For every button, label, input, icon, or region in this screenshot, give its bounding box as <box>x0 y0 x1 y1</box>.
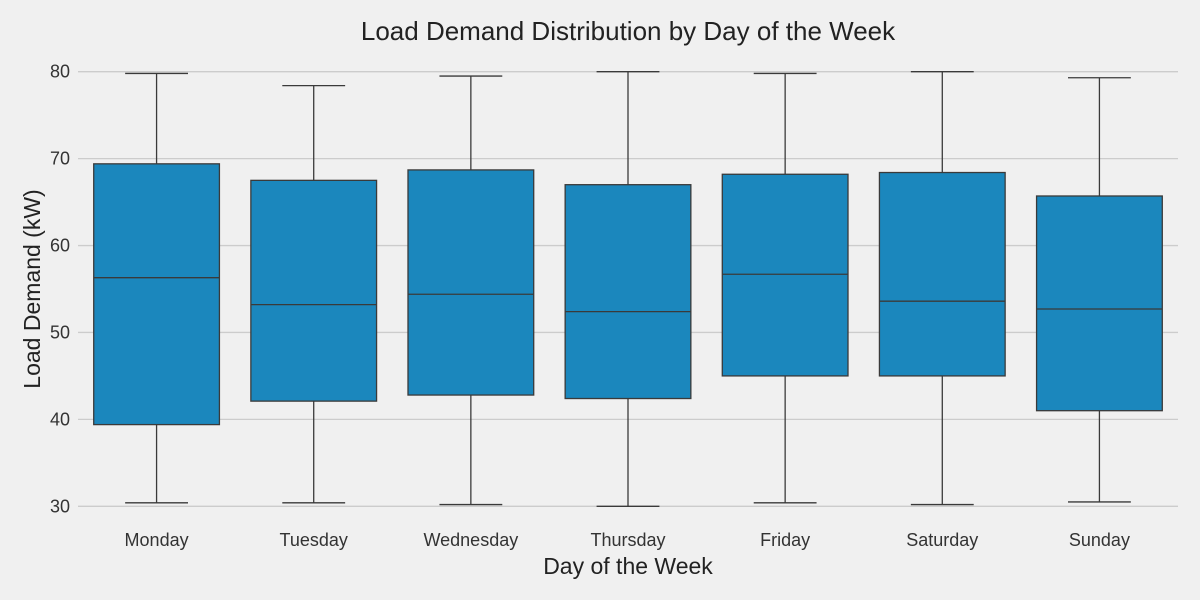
box-saturday <box>878 71 1006 506</box>
chart-title: Load Demand Distribution by Day of the W… <box>361 16 896 46</box>
box-iqr <box>564 184 692 400</box>
x-tick-label: Sunday <box>1069 530 1130 550</box>
y-tick-label: 70 <box>50 149 70 169</box>
box-iqr <box>721 173 849 377</box>
y-axis-label: Load Demand (kW) <box>19 189 45 388</box>
box-tuesday <box>250 84 378 504</box>
y-tick-label: 30 <box>50 496 70 516</box>
box-iqr <box>407 169 535 396</box>
x-tick-label: Thursday <box>590 530 665 550</box>
box-friday <box>721 72 849 504</box>
box-iqr <box>1035 195 1163 412</box>
x-tick-label: Monday <box>125 530 189 550</box>
x-tick-label: Saturday <box>906 530 978 550</box>
y-tick-label: 40 <box>50 409 70 429</box>
box-wednesday <box>407 75 535 506</box>
y-tick-label: 60 <box>50 236 70 256</box>
box-thursday <box>564 71 692 507</box>
box-sunday <box>1035 77 1163 503</box>
y-tick-labels: 30 40 50 60 70 80 <box>50 62 70 517</box>
box-iqr <box>878 171 1006 377</box>
x-tick-labels: Monday Tuesday Wednesday Thursday Friday Satu… <box>125 530 1130 550</box>
x-tick-label: Wednesday <box>423 530 518 550</box>
box-iqr <box>250 179 378 402</box>
x-tick-label: Friday <box>760 530 810 550</box>
box-iqr <box>93 163 221 426</box>
boxes <box>93 71 1163 507</box>
y-tick-label: 80 <box>50 62 70 82</box>
x-axis-label: Day of the Week <box>543 553 713 579</box>
y-tick-label: 50 <box>50 322 70 342</box>
box-monday <box>93 72 221 504</box>
x-tick-label: Tuesday <box>280 530 348 550</box>
